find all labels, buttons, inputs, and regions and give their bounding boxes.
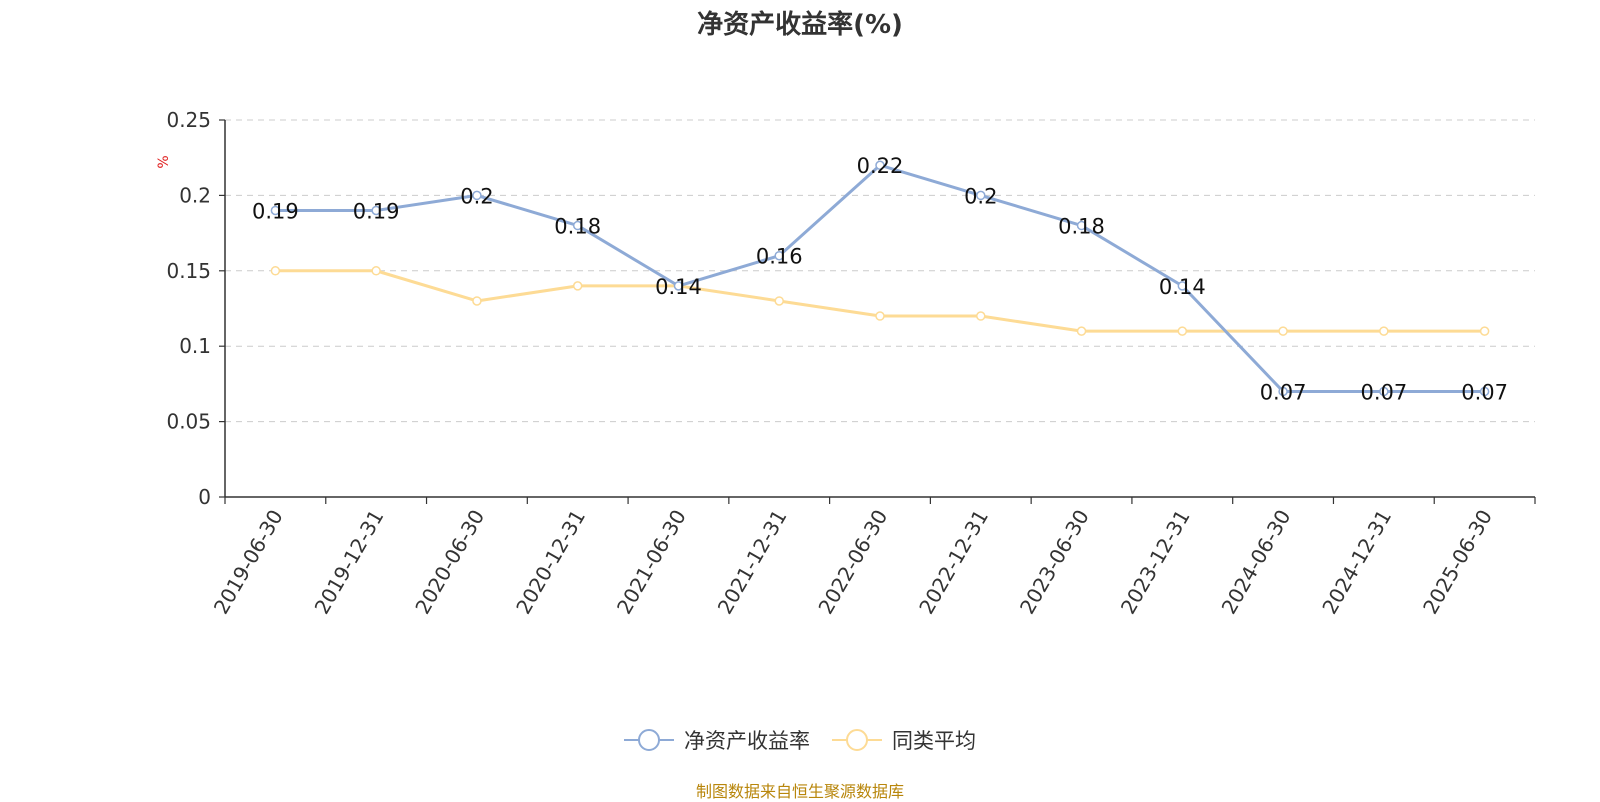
x-tick-label: 2021-06-30 <box>612 506 691 619</box>
legend-item-peer-average[interactable]: 同类平均 <box>832 725 976 755</box>
x-tick-label: 2024-12-31 <box>1317 506 1396 619</box>
x-tick-label: 2020-12-31 <box>511 506 590 619</box>
data-label: 0.07 <box>1360 380 1407 404</box>
x-tick-label: 2024-06-30 <box>1217 506 1296 619</box>
y-tick-label: 0.1 <box>179 334 211 358</box>
legend: 净资产收益率 同类平均 <box>0 720 1600 760</box>
data-label: 0.07 <box>1260 380 1307 404</box>
peer-average-point <box>976 311 986 321</box>
roe-point <box>1479 386 1490 397</box>
data-label: 0.22 <box>857 154 904 178</box>
y-axis-label: % <box>156 155 172 168</box>
peer-average-point <box>1479 326 1490 336</box>
data-label: 0.18 <box>1058 215 1105 239</box>
peer-average-point <box>1379 326 1389 336</box>
peer-average-point <box>270 266 281 276</box>
roe-point <box>875 160 885 170</box>
peer-average-point <box>572 281 583 291</box>
x-tick-label: 2022-12-31 <box>914 506 993 619</box>
roe-point <box>371 205 381 216</box>
x-tick-label: 2025-06-30 <box>1418 506 1497 619</box>
legend-peer-marker-icon <box>832 729 882 751</box>
series-line-peer-average <box>275 269 1485 333</box>
roe-point <box>572 220 583 231</box>
y-tick-label: 0.2 <box>179 183 211 207</box>
data-label: 0.16 <box>756 245 803 269</box>
peer-average-point <box>1076 326 1087 336</box>
series-line-roe <box>275 163 1485 393</box>
peer-average-point <box>1278 326 1288 336</box>
legend-item-roe[interactable]: 净资产收益率 <box>624 725 810 755</box>
legend-roe-marker-icon <box>624 729 674 751</box>
roe-point <box>673 281 684 291</box>
roe-point <box>1278 386 1288 397</box>
x-tick-label: 2022-06-30 <box>813 506 892 619</box>
data-label: 0.2 <box>964 184 997 208</box>
data-label: 0.19 <box>252 199 299 223</box>
legend-peer-label: 同类平均 <box>892 729 976 753</box>
x-tick-label: 2023-06-30 <box>1015 506 1094 619</box>
data-label: 0.19 <box>353 199 400 223</box>
roe-point <box>1379 386 1389 397</box>
y-tick-label: 0.15 <box>166 259 211 283</box>
x-tick-label: 2023-12-31 <box>1116 506 1195 619</box>
line-chart: 0.25 0.2 0.15 0.1 0.05 0% 2019-06-30 2019-12-31… <box>156 108 1536 619</box>
data-label: 0.14 <box>1159 275 1206 299</box>
source-note: 制图数据来自恒生聚源数据库 <box>695 782 904 801</box>
y-tick-label: 0 <box>198 485 211 509</box>
peer-average-point <box>472 296 482 306</box>
y-tick-label: 0.05 <box>166 410 211 434</box>
x-tick-label: 2019-12-31 <box>310 506 389 619</box>
roe-point <box>1177 281 1188 291</box>
peer-average-point <box>371 266 381 276</box>
x-tick-label: 2021-12-31 <box>713 506 792 619</box>
roe-point <box>472 190 482 201</box>
peer-average-point <box>774 296 784 306</box>
roe-point <box>774 250 784 261</box>
x-tick-label: 2019-06-30 <box>209 506 288 619</box>
roe-point <box>270 205 281 216</box>
roe-point <box>976 190 986 201</box>
roe-point <box>1076 220 1087 231</box>
x-tick-label: 2020-06-30 <box>410 506 489 619</box>
data-label: 0.14 <box>655 275 702 299</box>
y-tick-label: 0.25 <box>166 108 211 132</box>
legend-roe-label: 净资产收益率 <box>684 729 810 753</box>
peer-average-point <box>875 311 885 321</box>
chart-title: 净资产收益率(%) <box>697 10 903 40</box>
data-label: 0.2 <box>460 184 493 208</box>
data-label: 0.18 <box>554 215 601 239</box>
peer-average-point <box>1177 326 1188 336</box>
data-label: 0.07 <box>1461 380 1508 404</box>
